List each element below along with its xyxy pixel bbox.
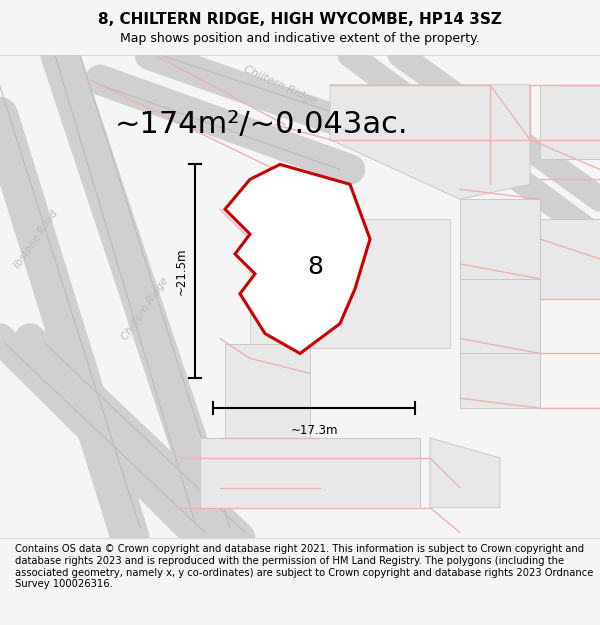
Polygon shape (200, 438, 420, 508)
Polygon shape (460, 279, 540, 354)
Polygon shape (225, 164, 370, 354)
Text: 8, CHILTERN RIDGE, HIGH WYCOMBE, HP14 3SZ: 8, CHILTERN RIDGE, HIGH WYCOMBE, HP14 3S… (98, 12, 502, 27)
Text: Chiltern Ridge: Chiltern Ridge (242, 64, 318, 106)
Text: 8: 8 (307, 255, 323, 279)
Polygon shape (330, 85, 530, 199)
Polygon shape (430, 438, 500, 508)
Text: ~174m²/~0.043ac.: ~174m²/~0.043ac. (115, 110, 409, 139)
Text: Map shows position and indicative extent of the property.: Map shows position and indicative extent… (120, 32, 480, 45)
Text: ~21.5m: ~21.5m (175, 248, 187, 295)
Polygon shape (225, 344, 310, 438)
Polygon shape (460, 354, 540, 408)
Text: Ibstone Road: Ibstone Road (12, 208, 60, 270)
Text: ~17.3m: ~17.3m (290, 424, 338, 436)
Polygon shape (540, 85, 600, 159)
Polygon shape (540, 219, 600, 299)
Text: Chiltern Ridge: Chiltern Ridge (119, 276, 170, 342)
Text: Contains OS data © Crown copyright and database right 2021. This information is : Contains OS data © Crown copyright and d… (15, 544, 593, 589)
Polygon shape (460, 199, 540, 279)
Polygon shape (250, 219, 450, 349)
